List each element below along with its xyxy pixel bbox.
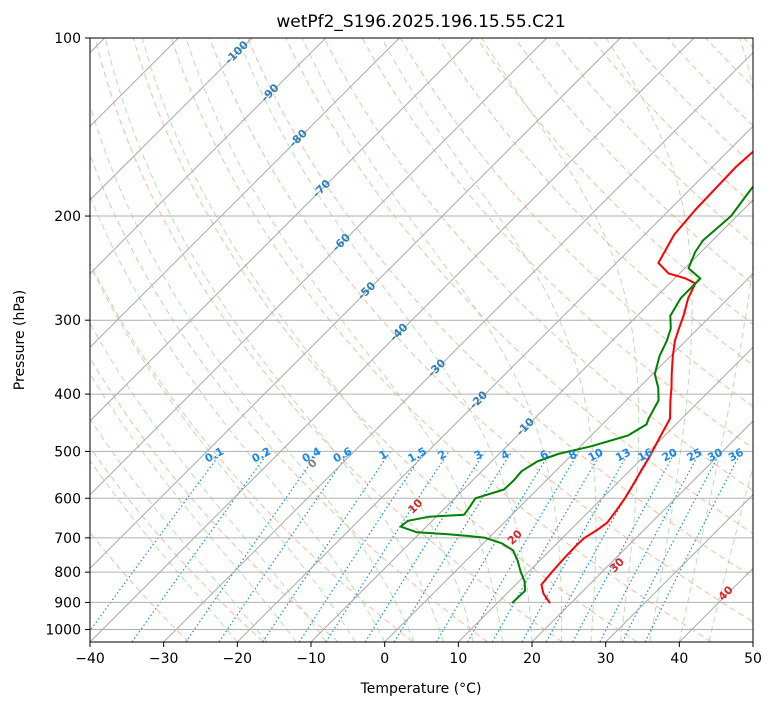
- isotherm: [90, 38, 474, 422]
- x-tick-label: 40: [670, 651, 688, 667]
- isotherm: [90, 38, 695, 642]
- y-axis-ticks: 100 200 300 400 500 600 700 800 900 1000: [45, 31, 90, 638]
- dry-adiabat: [209, 38, 753, 623]
- isotherm: [90, 38, 621, 570]
- chart-title: wetPf2_S196.2025.196.15.55.C21: [276, 12, 565, 32]
- y-tick-label: 100: [54, 31, 81, 47]
- isotherm: [605, 493, 753, 642]
- y-tick-label: 300: [54, 313, 81, 329]
- mixing-ratio-line: [572, 451, 677, 642]
- x-tick-label: −20: [223, 651, 253, 667]
- y-tick-label: 700: [54, 531, 81, 547]
- x-tick-label: −40: [75, 651, 105, 667]
- mixing-ratio-label: 16: [636, 446, 656, 465]
- dry-adiabat: [323, 38, 753, 492]
- dry-adiabat: [90, 261, 414, 642]
- moist-adiabat: [90, 322, 327, 642]
- moist-adiabat: [185, 38, 503, 642]
- isotherm: [310, 199, 753, 642]
- mixing-ratio-line: [621, 451, 722, 642]
- mixing-ratio-line: [298, 451, 425, 642]
- y-tick-label: 900: [54, 595, 81, 611]
- y-tick-label: 500: [54, 444, 81, 460]
- x-tick-label: 0: [380, 651, 389, 667]
- isotherm: [90, 38, 548, 496]
- moist-adiabat: [708, 465, 753, 642]
- mixing-ratio-line: [90, 451, 223, 632]
- mixing-ratio-label: 13: [613, 446, 633, 465]
- mixing-ratio-line: [644, 451, 743, 642]
- y-tick-label: 200: [54, 209, 81, 225]
- isotherms: [90, 38, 753, 642]
- y-axis-label: Pressure (hPa): [12, 290, 28, 390]
- dry-adiabat: [90, 357, 339, 642]
- pressure-gridlines: [90, 38, 753, 630]
- moist-adiabat: [90, 194, 386, 642]
- isotherm: [531, 420, 753, 642]
- sounding-profiles: [399, 150, 753, 604]
- isotherm: [90, 38, 400, 349]
- mixing-ratio-line: [218, 451, 351, 642]
- moist-adiabat: [90, 264, 356, 642]
- mixing-ratio-line: [262, 451, 391, 642]
- plot-frame: [89, 37, 754, 643]
- moist-adiabat: [678, 38, 753, 642]
- moist-adiabat: [104, 38, 445, 642]
- y-tick-label: 600: [54, 491, 81, 507]
- mixing-ratio-label: 30: [705, 446, 725, 465]
- mixing-ratio-label: 10: [586, 446, 606, 465]
- moist-adiabat: [481, 38, 640, 642]
- mixing-ratio-line: [325, 451, 450, 642]
- isotherm: [163, 51, 753, 642]
- moist-adiabat: [90, 372, 297, 642]
- dry-adiabat: [514, 38, 753, 285]
- mixing-ratio-label: 25: [685, 446, 705, 465]
- dry-adiabat: [94, 38, 563, 642]
- y-tick-label: 400: [54, 387, 81, 403]
- isotherm: [236, 125, 753, 642]
- x-axis-ticks: −40 −30 −20 −10 0 10 20 30 40 50: [75, 642, 762, 667]
- x-tick-label: 50: [744, 651, 762, 667]
- moist-adiabat: [381, 38, 597, 642]
- moist-adiabat: [90, 418, 268, 642]
- isotherm: [384, 272, 753, 642]
- mixing-ratio-line: [521, 451, 630, 642]
- dewpoint-line: [399, 185, 753, 604]
- moist-adiabat: [141, 38, 474, 642]
- y-tick-label: 800: [54, 565, 81, 581]
- isotherm: [90, 38, 253, 201]
- x-tick-label: 30: [597, 651, 615, 667]
- dry-adiabat: [170, 38, 712, 642]
- y-tick-label: 1000: [45, 622, 81, 638]
- temperature-line: [540, 150, 753, 604]
- moist-adiabat: [237, 38, 533, 642]
- mixing-ratio-label: 36: [726, 446, 746, 465]
- dry-adiabat: [476, 38, 753, 326]
- dry-adiabat: [285, 38, 753, 535]
- moist-adiabat: [301, 38, 563, 642]
- x-axis-label: Temperature (°C): [360, 681, 482, 697]
- x-tick-label: −10: [296, 651, 326, 667]
- dry-adiabat: [90, 446, 264, 642]
- isotherm: [457, 346, 753, 642]
- dry-adiabat: [132, 38, 638, 642]
- moist-adiabat: [90, 459, 238, 642]
- isotherm: [90, 38, 327, 275]
- mixing-ratio-line: [545, 451, 652, 642]
- x-tick-label: 10: [449, 651, 467, 667]
- mixing-ratio-label: 20: [660, 446, 680, 465]
- dry-adiabats: [90, 38, 753, 642]
- dry-adiabat: [247, 38, 753, 578]
- mixing-ratio-line: [185, 451, 320, 642]
- x-tick-label: 20: [523, 651, 541, 667]
- x-tick-label: −30: [149, 651, 179, 667]
